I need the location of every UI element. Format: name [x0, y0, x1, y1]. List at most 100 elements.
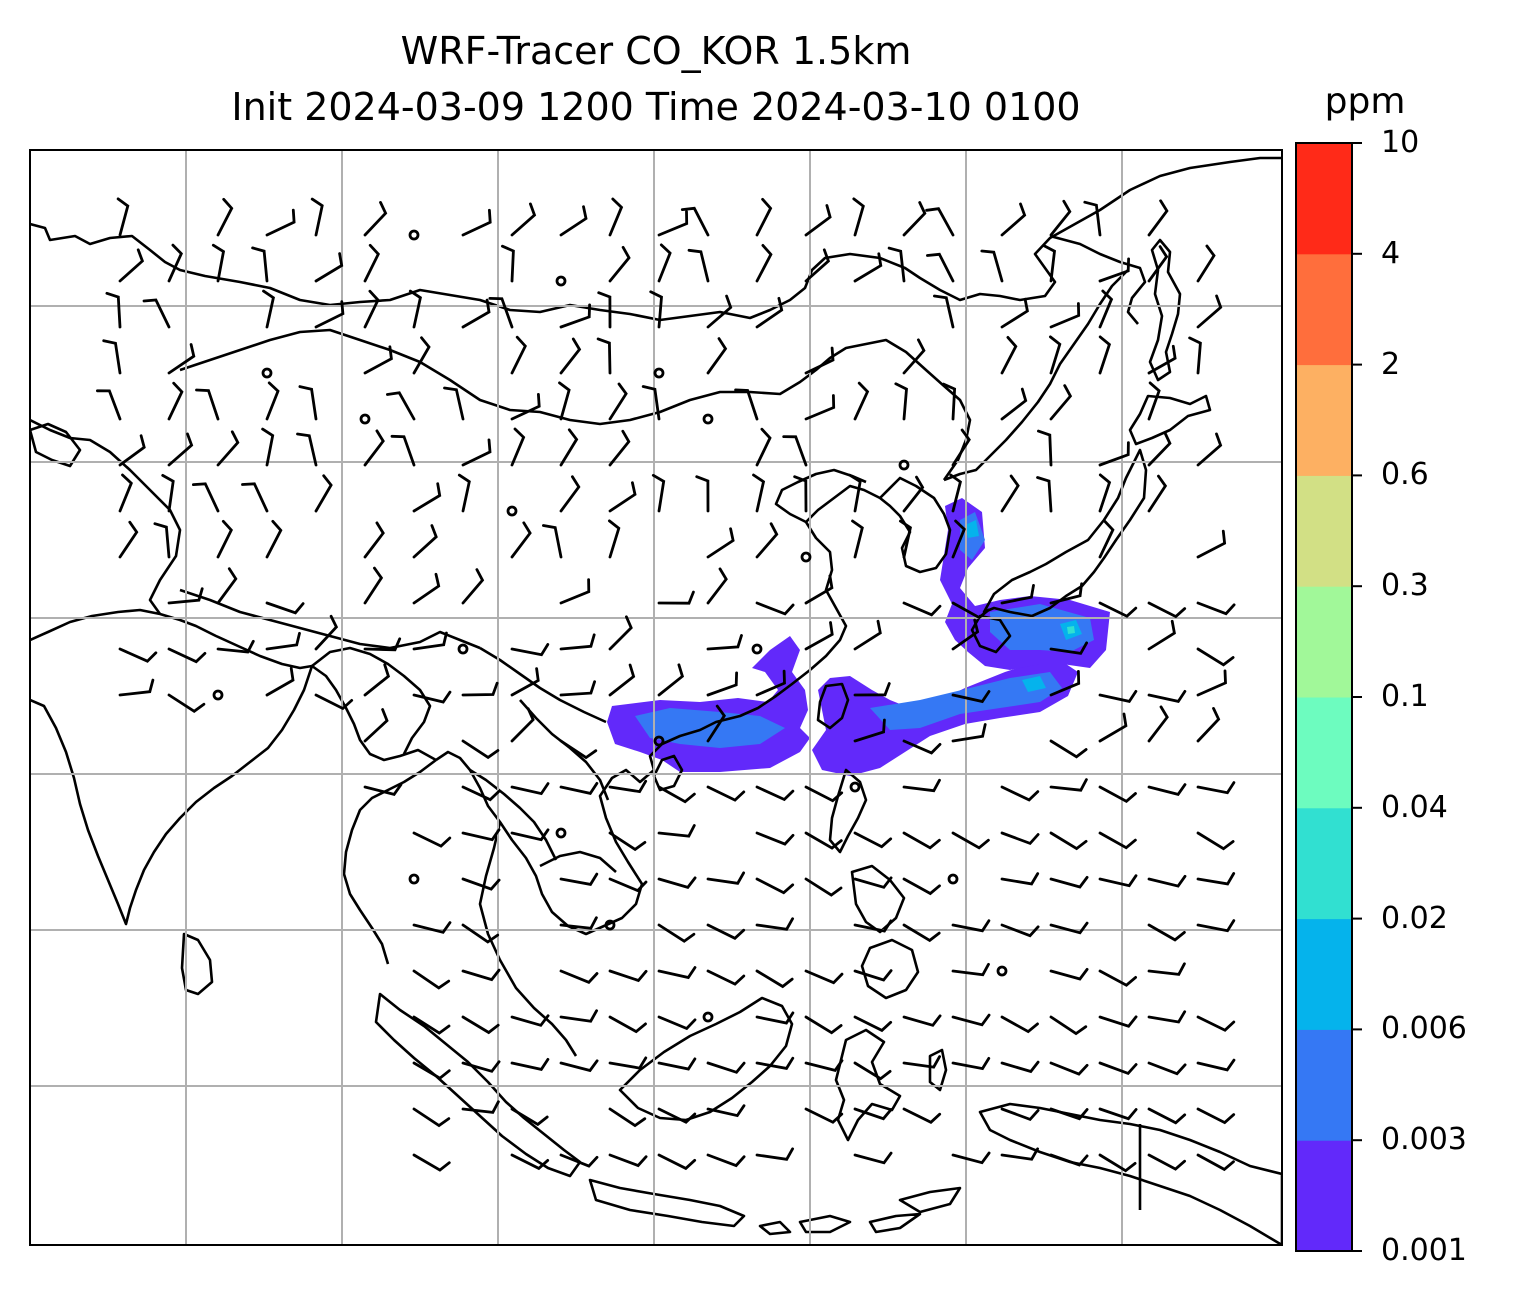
- wind-barb: [216, 519, 233, 559]
- wind-barb: [1098, 969, 1137, 987]
- wind-barb: [1098, 257, 1130, 283]
- wind-barb: [1147, 705, 1169, 743]
- colorbar-tick-label: 0.3: [1381, 568, 1429, 604]
- calm-wind-marker: [212, 689, 224, 701]
- wind-barb: [118, 434, 146, 467]
- wind-barb: [559, 633, 596, 651]
- wind-barb: [1098, 441, 1130, 467]
- wind-barb: [412, 921, 452, 934]
- wind-barb: [118, 678, 155, 697]
- border-china-india: [179, 588, 481, 650]
- wind-barb: [192, 482, 220, 513]
- coastline-sea-of-okhotsk: [1049, 234, 1147, 325]
- wind-barb: [510, 782, 550, 796]
- wind-barb: [657, 663, 685, 697]
- wind-barb: [1098, 1107, 1138, 1121]
- wind-barb: [804, 394, 836, 421]
- wind-barb: [559, 303, 591, 329]
- wind-barb: [706, 923, 746, 940]
- wind-barb: [853, 876, 893, 889]
- wind-barb: [902, 831, 941, 850]
- wind-barb: [1147, 690, 1187, 703]
- wind-barb: [461, 968, 501, 982]
- wind-barb: [1188, 336, 1202, 375]
- wind-barb: [706, 704, 726, 743]
- wind-barb: [608, 663, 636, 697]
- wind-barb: [510, 643, 550, 657]
- colorbar-band: [1296, 1029, 1352, 1141]
- wind-barb: [412, 1061, 451, 1080]
- wind-barb: [657, 210, 689, 237]
- coastline-new-guinea: [978, 1102, 1282, 1245]
- wind-barb: [980, 249, 1004, 283]
- wind-barb: [1098, 874, 1138, 888]
- wind-barb: [510, 427, 526, 467]
- calm-wind-marker: [996, 965, 1008, 977]
- calm-wind-marker: [800, 551, 812, 563]
- wind-barb: [262, 289, 275, 329]
- wind-barb: [641, 385, 661, 421]
- wind-barb: [363, 345, 393, 375]
- wind-barb: [314, 614, 339, 651]
- wind-barb: [894, 382, 908, 421]
- wind-barb: [1098, 335, 1112, 375]
- wind-barb: [118, 248, 145, 283]
- wind-barb: [559, 475, 581, 513]
- coastline-caspian: [30, 422, 82, 468]
- wind-barb: [510, 202, 537, 237]
- wind-barb: [755, 831, 795, 846]
- wind-barb: [102, 339, 122, 375]
- coastline-sumatra: [374, 992, 582, 1178]
- wind-barb: [542, 524, 563, 559]
- colorbar-band: [1296, 364, 1352, 476]
- wind-barb: [363, 243, 380, 283]
- wind-barb: [1147, 1061, 1187, 1076]
- coastline-russia-north: [30, 156, 1282, 322]
- wind-barb: [902, 923, 941, 943]
- wind-barb: [608, 615, 633, 651]
- wind-barb: [559, 872, 599, 886]
- wind-barb: [608, 969, 648, 983]
- wind-barb: [1000, 785, 1040, 802]
- plume-south-china: [607, 636, 810, 772]
- wind-barb: [608, 1153, 648, 1168]
- wind-barb: [852, 197, 865, 237]
- wind-barb: [412, 572, 441, 605]
- wind-barb: [657, 1015, 697, 1031]
- wind-barb: [1049, 582, 1083, 605]
- colorbar-band: [1296, 475, 1352, 587]
- wind-barb: [265, 519, 283, 559]
- coastline-india: [30, 608, 314, 926]
- border-thailand: [469, 768, 558, 861]
- calm-wind-marker: [849, 781, 861, 793]
- calm-wind-marker: [359, 413, 371, 425]
- wind-barb: [1049, 921, 1089, 935]
- wind-barb: [510, 828, 550, 842]
- wind-barb: [706, 527, 735, 559]
- wind-barb: [1196, 529, 1227, 559]
- wind-barb: [265, 601, 305, 615]
- wind-barb: [265, 666, 295, 697]
- wind-barb: [902, 778, 941, 793]
- wind-barb: [608, 1015, 647, 1034]
- wind-barb: [167, 587, 204, 605]
- wind-barb: [461, 438, 492, 467]
- wind-barb: [1196, 294, 1223, 329]
- wind-barb: [96, 389, 122, 421]
- wind-barb: [1049, 1061, 1089, 1076]
- wind-barb: [804, 248, 831, 283]
- wind-barb: [559, 916, 598, 930]
- wind-barb: [933, 294, 955, 329]
- wind-barb: [752, 473, 766, 513]
- colorbar-band: [1296, 586, 1352, 698]
- wind-barb: [853, 682, 891, 697]
- wind-barb: [651, 473, 666, 513]
- wind-barb: [510, 1107, 549, 1127]
- wind-barb: [1147, 874, 1187, 888]
- wind-barb: [902, 601, 942, 617]
- wind-barb: [657, 876, 697, 890]
- wind-barb: [804, 785, 844, 803]
- wind-barb: [706, 1104, 746, 1118]
- wind-barb: [105, 291, 122, 329]
- wind-barb: [887, 246, 906, 283]
